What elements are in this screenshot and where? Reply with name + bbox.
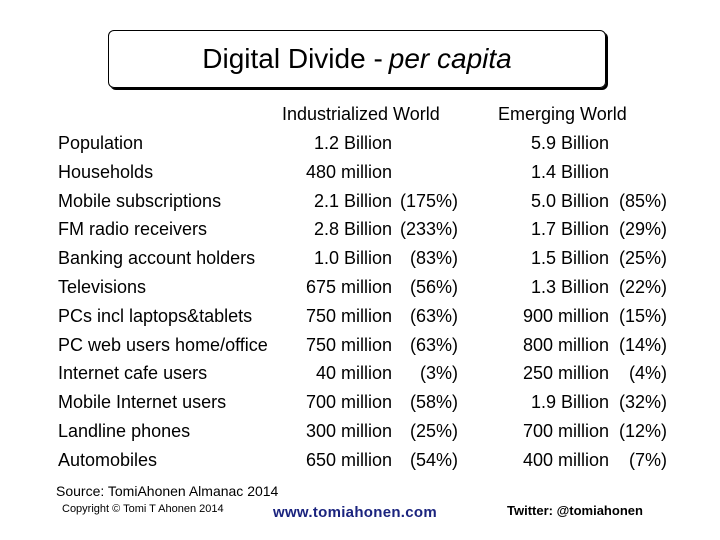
footer-copyright: Copyright © Tomi T Ahonen 2014: [62, 503, 224, 515]
row-ind-pct: (233%): [399, 219, 458, 240]
row-emg-pct: (14%): [618, 334, 667, 355]
row-emg-pct: (4%): [628, 363, 667, 384]
row-emg-value: 400 million: [522, 449, 609, 470]
footer-twitter[interactable]: Twitter: @tomiahonen: [507, 503, 643, 518]
row-ind-value: 650 million: [305, 449, 392, 470]
row-ind-pct: (83%): [409, 248, 458, 269]
row-label: Mobile Internet users: [58, 392, 227, 413]
title-main: Digital Divide -: [202, 43, 383, 74]
footer-source: Source: TomiAhonen Almanac 2014: [56, 483, 279, 499]
row-ind-value: 2.8 Billion: [313, 219, 392, 240]
row-ind-value: 1.2 Billion: [313, 133, 392, 153]
row-label: Automobiles: [58, 449, 158, 470]
row-emg-value: 250 million: [522, 363, 609, 384]
row-emg-value: 1.9 Billion: [530, 392, 609, 413]
row-ind-value: 1.0 Billion: [313, 248, 392, 269]
row-emg-value: 1.4 Billion: [530, 161, 609, 182]
row-ind-value: 750 million: [305, 305, 392, 326]
title-italic: per capita: [388, 43, 512, 74]
row-emg-value: 1.7 Billion: [530, 219, 609, 240]
row-label: Banking account holders: [58, 248, 256, 269]
row-label: PCs incl laptops&tablets: [58, 305, 253, 326]
row-emg-pct: (29%): [618, 219, 667, 240]
row-emg-pct: (15%): [618, 305, 667, 326]
row-emg-value: 5.9 Billion: [530, 133, 609, 153]
row-emg-pct: (22%): [618, 277, 667, 297]
row-emg-value: 800 million: [522, 334, 609, 355]
row-emg-value: 1.3 Billion: [530, 277, 609, 297]
row-ind-value: 40 million: [315, 363, 392, 384]
row-ind-value: 2.1 Billion: [313, 190, 392, 211]
row-ind-pct: (25%): [409, 421, 458, 441]
row-label: Televisions: [58, 277, 147, 297]
row-emg-value: 5.0 Billion: [530, 190, 609, 211]
row-label: Households: [58, 161, 154, 182]
row-emg-pct: (85%): [618, 190, 667, 211]
row-emg-pct: (12%): [618, 421, 667, 441]
row-ind-value: 480 million: [305, 161, 392, 182]
row-ind-pct: (63%): [409, 334, 458, 355]
row-label: Landline phones: [58, 421, 191, 441]
title-box: Digital Divide - per capita: [108, 30, 606, 88]
row-emg-value: 700 million: [522, 421, 609, 441]
row-ind-value: 300 million: [305, 421, 392, 441]
row-ind-pct: (63%): [409, 305, 458, 326]
row-label: PC web users home/office: [58, 334, 268, 355]
row-ind-value: 675 million: [305, 277, 392, 297]
row-emg-pct: (32%): [618, 392, 667, 413]
header-industrialized: Industrialized World: [282, 104, 440, 124]
header-emerging: Emerging World: [498, 104, 627, 124]
footer-url[interactable]: www.tomiahonen.com: [273, 504, 438, 521]
row-label: Mobile subscriptions: [58, 190, 222, 211]
row-emg-pct: (25%): [618, 248, 667, 269]
row-ind-pct: (3%): [419, 363, 458, 384]
row-ind-value: 750 million: [305, 334, 392, 355]
row-label: FM radio receivers: [58, 219, 208, 240]
row-emg-value: 900 million: [522, 305, 609, 326]
row-ind-value: 700 million: [305, 392, 392, 413]
row-ind-pct: (175%): [399, 190, 458, 211]
row-label: Internet cafe users: [58, 363, 208, 384]
row-ind-pct: (58%): [409, 392, 458, 413]
row-emg-pct: (7%): [628, 449, 667, 470]
row-ind-pct: (54%): [409, 449, 458, 470]
row-emg-value: 1.5 Billion: [530, 248, 609, 269]
row-ind-pct: (56%): [409, 277, 458, 297]
row-label: Population: [58, 133, 144, 153]
